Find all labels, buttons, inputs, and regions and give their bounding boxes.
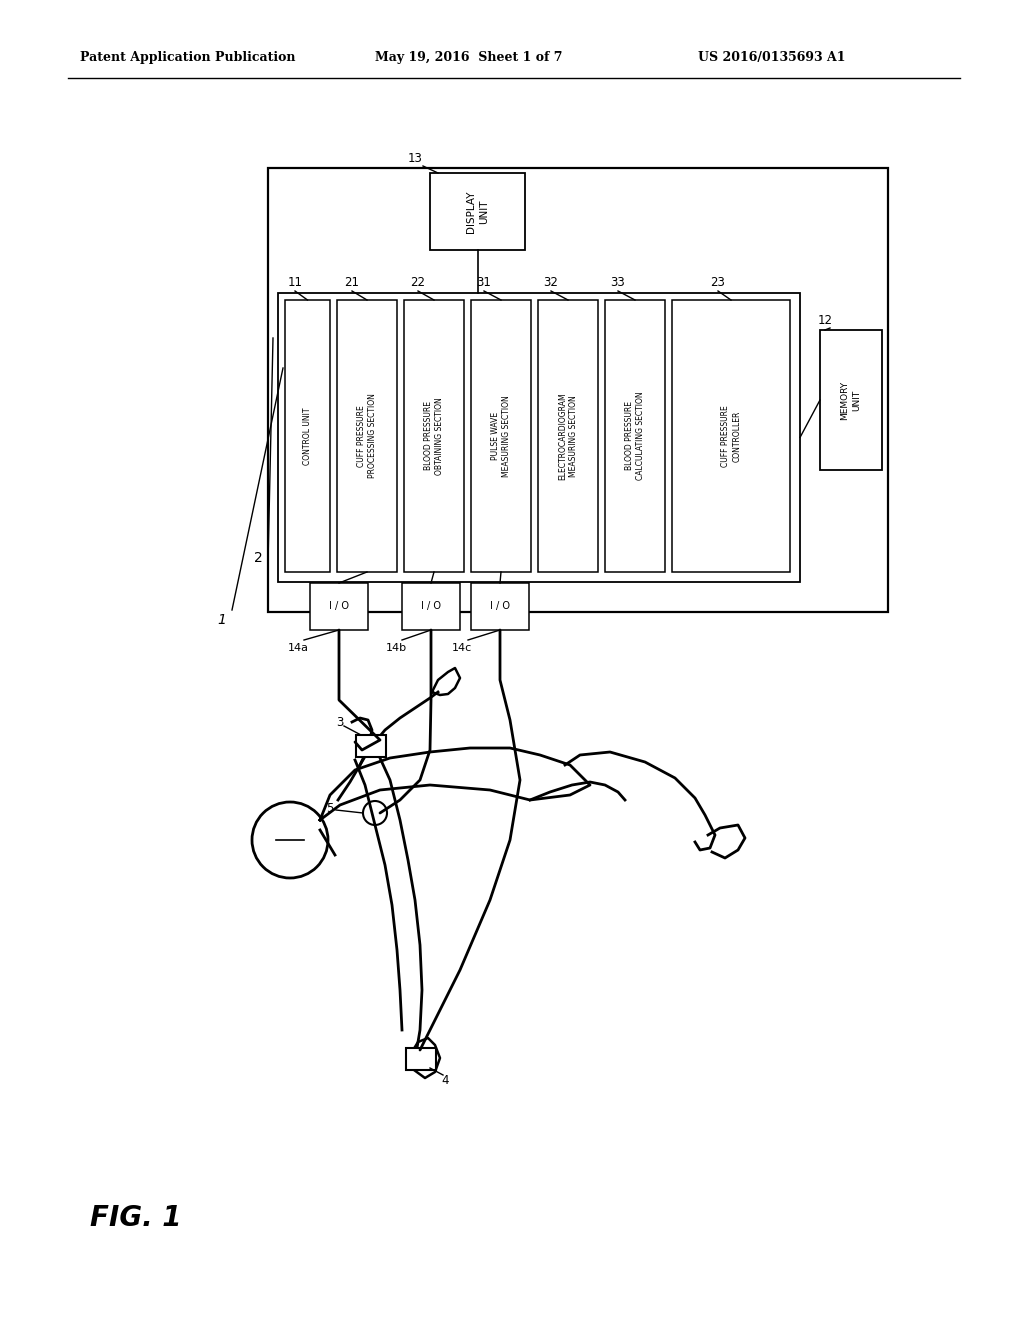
Bar (430, 173, 525, 249)
Bar (285, 300, 330, 572)
Text: CONTROL UNIT: CONTROL UNIT (303, 408, 312, 465)
Text: May 19, 2016  Sheet 1 of 7: May 19, 2016 Sheet 1 of 7 (375, 51, 562, 65)
Text: 5: 5 (327, 801, 334, 814)
Text: PULSE WAVE
MEASURING SECTION: PULSE WAVE MEASURING SECTION (490, 395, 511, 477)
Bar (310, 583, 368, 630)
Bar (402, 583, 460, 630)
Text: 21: 21 (344, 276, 359, 289)
Text: 22: 22 (411, 276, 426, 289)
Text: US 2016/0135693 A1: US 2016/0135693 A1 (698, 51, 846, 65)
Text: 14a: 14a (288, 643, 308, 653)
Bar (406, 1048, 436, 1071)
Text: 23: 23 (711, 276, 725, 289)
Text: ELECTROCARDIOGRAM
MEASURING SECTION: ELECTROCARDIOGRAM MEASURING SECTION (558, 392, 579, 479)
Bar (356, 735, 386, 756)
Text: 1: 1 (217, 612, 226, 627)
Text: BLOOD PRESSURE
CALCULATING SECTION: BLOOD PRESSURE CALCULATING SECTION (625, 392, 645, 480)
Text: DISPLAY
UNIT: DISPLAY UNIT (466, 190, 489, 232)
Text: I / O: I / O (329, 602, 349, 611)
Text: 32: 32 (544, 276, 558, 289)
Bar (268, 168, 888, 612)
Text: I / O: I / O (490, 602, 510, 611)
Text: 33: 33 (610, 276, 626, 289)
Text: FIG. 1: FIG. 1 (90, 1204, 181, 1232)
Text: 2: 2 (254, 550, 262, 565)
Text: I / O: I / O (421, 602, 441, 611)
Text: 13: 13 (408, 152, 423, 165)
Text: CUFF PRESSURE
CONTROLLER: CUFF PRESSURE CONTROLLER (721, 405, 741, 467)
Bar (538, 300, 598, 572)
Text: 12: 12 (817, 314, 833, 326)
Bar (278, 293, 800, 582)
Text: 3: 3 (336, 715, 344, 729)
Text: BLOOD PRESSURE
OBTAINING SECTION: BLOOD PRESSURE OBTAINING SECTION (424, 397, 444, 475)
Bar (337, 300, 397, 572)
Text: 14c: 14c (452, 643, 472, 653)
Bar (605, 300, 665, 572)
Bar (672, 300, 790, 572)
Text: 4: 4 (441, 1073, 449, 1086)
Text: Patent Application Publication: Patent Application Publication (80, 51, 296, 65)
Bar (471, 583, 529, 630)
Bar (820, 330, 882, 470)
Text: 11: 11 (288, 276, 302, 289)
Text: MEMORY
UNIT: MEMORY UNIT (841, 380, 861, 420)
Text: CUFF PRESSURE
PROCESSING SECTION: CUFF PRESSURE PROCESSING SECTION (356, 393, 377, 478)
Bar (404, 300, 464, 572)
Text: 31: 31 (476, 276, 492, 289)
Text: 14b: 14b (385, 643, 407, 653)
Bar (471, 300, 531, 572)
